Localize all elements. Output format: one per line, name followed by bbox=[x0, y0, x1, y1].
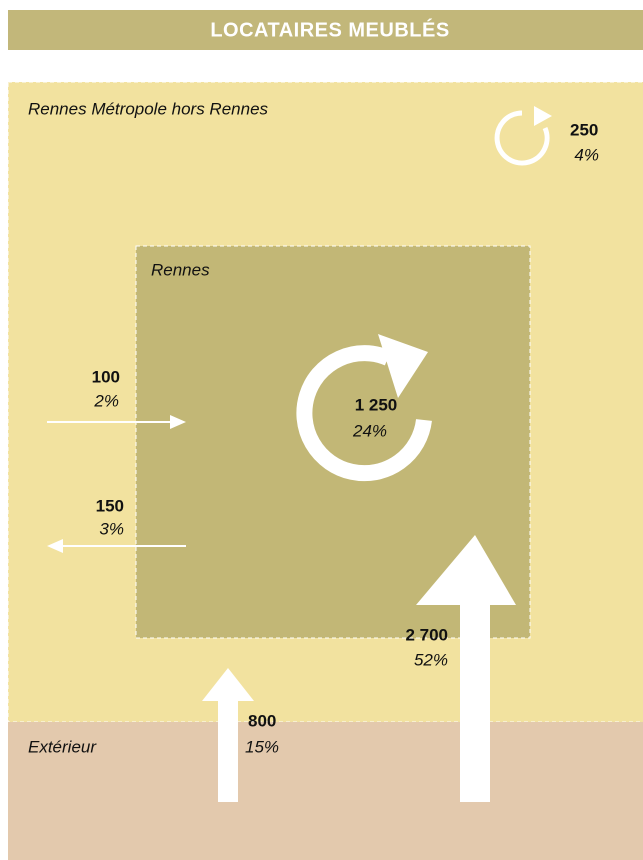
cycle-arrowhead bbox=[534, 106, 552, 126]
cycle-arrow bbox=[296, 345, 432, 482]
flow-arrow bbox=[460, 604, 490, 802]
flow-value: 1 250 bbox=[355, 395, 398, 414]
cycle-arrow bbox=[494, 110, 550, 166]
flow-share: 3% bbox=[99, 519, 124, 538]
arrowhead bbox=[47, 539, 63, 553]
flow-value: 250 bbox=[570, 120, 598, 139]
cycle-arrowhead bbox=[378, 334, 428, 398]
flow-value: 800 bbox=[248, 711, 276, 730]
region-label: Extérieur bbox=[28, 737, 97, 756]
flow-value: 150 bbox=[96, 496, 124, 515]
header-bar bbox=[8, 10, 643, 50]
flow-share: 24% bbox=[352, 421, 387, 440]
flow-share: 15% bbox=[245, 737, 279, 756]
region-label: Rennes bbox=[151, 260, 210, 279]
exterieur-region bbox=[8, 722, 643, 860]
header-title: LOCATAIRES MEUBLÉS bbox=[210, 18, 449, 41]
flow-share: 2% bbox=[93, 391, 119, 410]
flow-share: 52% bbox=[414, 650, 448, 669]
flow-share: 4% bbox=[574, 145, 599, 164]
arrowhead bbox=[416, 535, 516, 605]
flow-value: 2 700 bbox=[405, 625, 448, 644]
arrowhead bbox=[170, 415, 186, 429]
flow-value: 100 bbox=[92, 367, 120, 386]
flow-arrow bbox=[218, 700, 238, 802]
arrowhead bbox=[202, 668, 254, 701]
region-label: Rennes Métropole hors Rennes bbox=[28, 99, 269, 118]
